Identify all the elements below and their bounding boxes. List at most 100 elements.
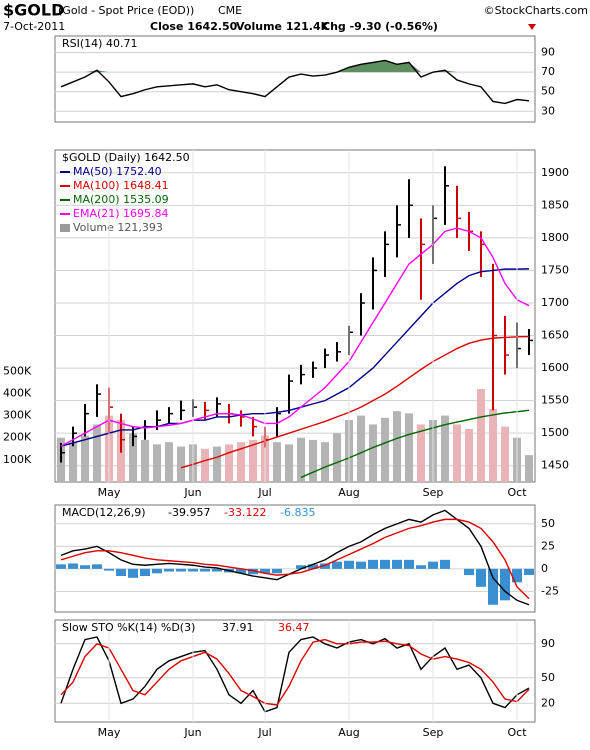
volume-bar [525, 455, 533, 482]
legend-value: -33.122 [224, 506, 266, 519]
series-line [60, 268, 530, 447]
histogram-bar [104, 568, 114, 571]
volume-bar [477, 389, 485, 482]
y-tick-label: 1550 [541, 394, 569, 407]
source: ©StockCharts.com [484, 4, 588, 17]
histogram-bar [260, 568, 270, 574]
legend-value: 37.91 [222, 621, 254, 634]
volume-bar [285, 444, 293, 482]
histogram-bar [416, 565, 426, 569]
panel-title: RSI(14) 40.71 [62, 37, 137, 50]
histogram-bar [428, 561, 438, 569]
volume-bar [489, 408, 497, 482]
y-tick-label: 1650 [541, 329, 569, 342]
y-tick-label: 1900 [541, 166, 569, 179]
histogram-bar [272, 568, 282, 574]
y-tick-label: 50 [541, 517, 555, 530]
legend-value: 36.47 [278, 621, 310, 634]
histogram-bar [164, 568, 174, 572]
histogram-bar [92, 564, 102, 569]
overbought-fill [61, 60, 529, 73]
volume-bar [465, 428, 473, 482]
x-tick-label: Sep [423, 726, 444, 739]
y-tick-label: 1750 [541, 263, 569, 276]
price-frame [54, 149, 536, 483]
histogram-bar [140, 568, 150, 577]
y-tick-label: 0 [541, 562, 548, 575]
histogram-bar [320, 563, 330, 569]
volume-tick-label: 100K [3, 453, 32, 466]
volume-bar [357, 415, 365, 482]
legend-label: MA(50) 1752.40 [73, 165, 162, 178]
panel-title: $GOLD (Daily) 1642.50 [62, 151, 190, 164]
macd-frame [54, 504, 536, 613]
y-tick-label: 70 [541, 65, 555, 78]
volume-bar [93, 424, 101, 482]
y-tick-label: 1500 [541, 426, 569, 439]
x-tick-label: Oct [507, 726, 527, 739]
volume-bar [369, 424, 377, 482]
histogram-bar [380, 559, 390, 569]
legend-label: MA(100) 1648.41 [73, 179, 169, 192]
histogram-bar [344, 560, 354, 569]
histogram-bar [440, 559, 450, 569]
volume-bar [441, 415, 449, 482]
y-tick-label: 1450 [541, 459, 569, 472]
volume-bar [297, 437, 305, 482]
legend-label: Volume 121,393 [73, 221, 163, 234]
volume-tick-label: 500K [3, 364, 32, 377]
histogram-bar [152, 568, 162, 574]
x-tick-label: Jul [257, 726, 271, 739]
x-tick-label: Aug [338, 726, 359, 739]
volume-bar [237, 442, 245, 482]
series-line [60, 59, 530, 105]
histogram-bar [332, 561, 342, 569]
volume-bar [393, 411, 401, 482]
histogram-bar [68, 563, 78, 569]
description: (Gold - Spot Price (EOD)) [58, 4, 194, 17]
legend-swatch [60, 224, 70, 232]
y-tick-label: 1700 [541, 296, 569, 309]
histogram-bar [80, 565, 90, 569]
histogram-bar [476, 568, 486, 587]
histogram-bar [356, 561, 366, 569]
histogram-bar [308, 564, 318, 569]
date: 7-Oct-2011 [3, 20, 65, 33]
x-tick-label: Jul [257, 486, 271, 499]
volume-bar [249, 439, 257, 482]
volume-bar [213, 446, 221, 482]
y-tick-label: 1800 [541, 231, 569, 244]
panel-title: Slow STO %K(14) %D(3) [62, 621, 195, 634]
histogram-bar [488, 568, 498, 605]
histogram-bar [248, 568, 258, 575]
volume-tick-label: 200K [3, 431, 32, 444]
series-line [180, 335, 530, 469]
volume-bar [381, 417, 389, 482]
y-tick-label: 25 [541, 539, 555, 552]
legend-label: MA(200) 1535.09 [73, 193, 169, 206]
histogram-bar [116, 568, 126, 577]
series-line [60, 509, 530, 606]
change: Chg -9.30 (-0.56%) [322, 20, 438, 33]
volume-bar [81, 435, 89, 482]
x-tick-label: May [98, 726, 121, 739]
rsi-frame [54, 35, 536, 123]
volume-bar [201, 448, 209, 482]
volume-bar [225, 444, 233, 482]
histogram-bar [56, 564, 66, 569]
x-tick-label: Jun [183, 726, 201, 739]
histogram-bar [212, 568, 222, 572]
volume-bar [501, 426, 509, 482]
histogram-bar [188, 568, 198, 572]
y-tick-label: 30 [541, 104, 555, 117]
histogram-bar [500, 568, 510, 601]
down-arrow [528, 24, 536, 30]
volume-bar [165, 442, 173, 482]
volume-bar [321, 442, 329, 482]
x-tick-label: Aug [338, 486, 359, 499]
volume-bar [69, 442, 77, 482]
exchange: CME [218, 4, 242, 17]
volume: Volume 121.4K [236, 20, 330, 33]
